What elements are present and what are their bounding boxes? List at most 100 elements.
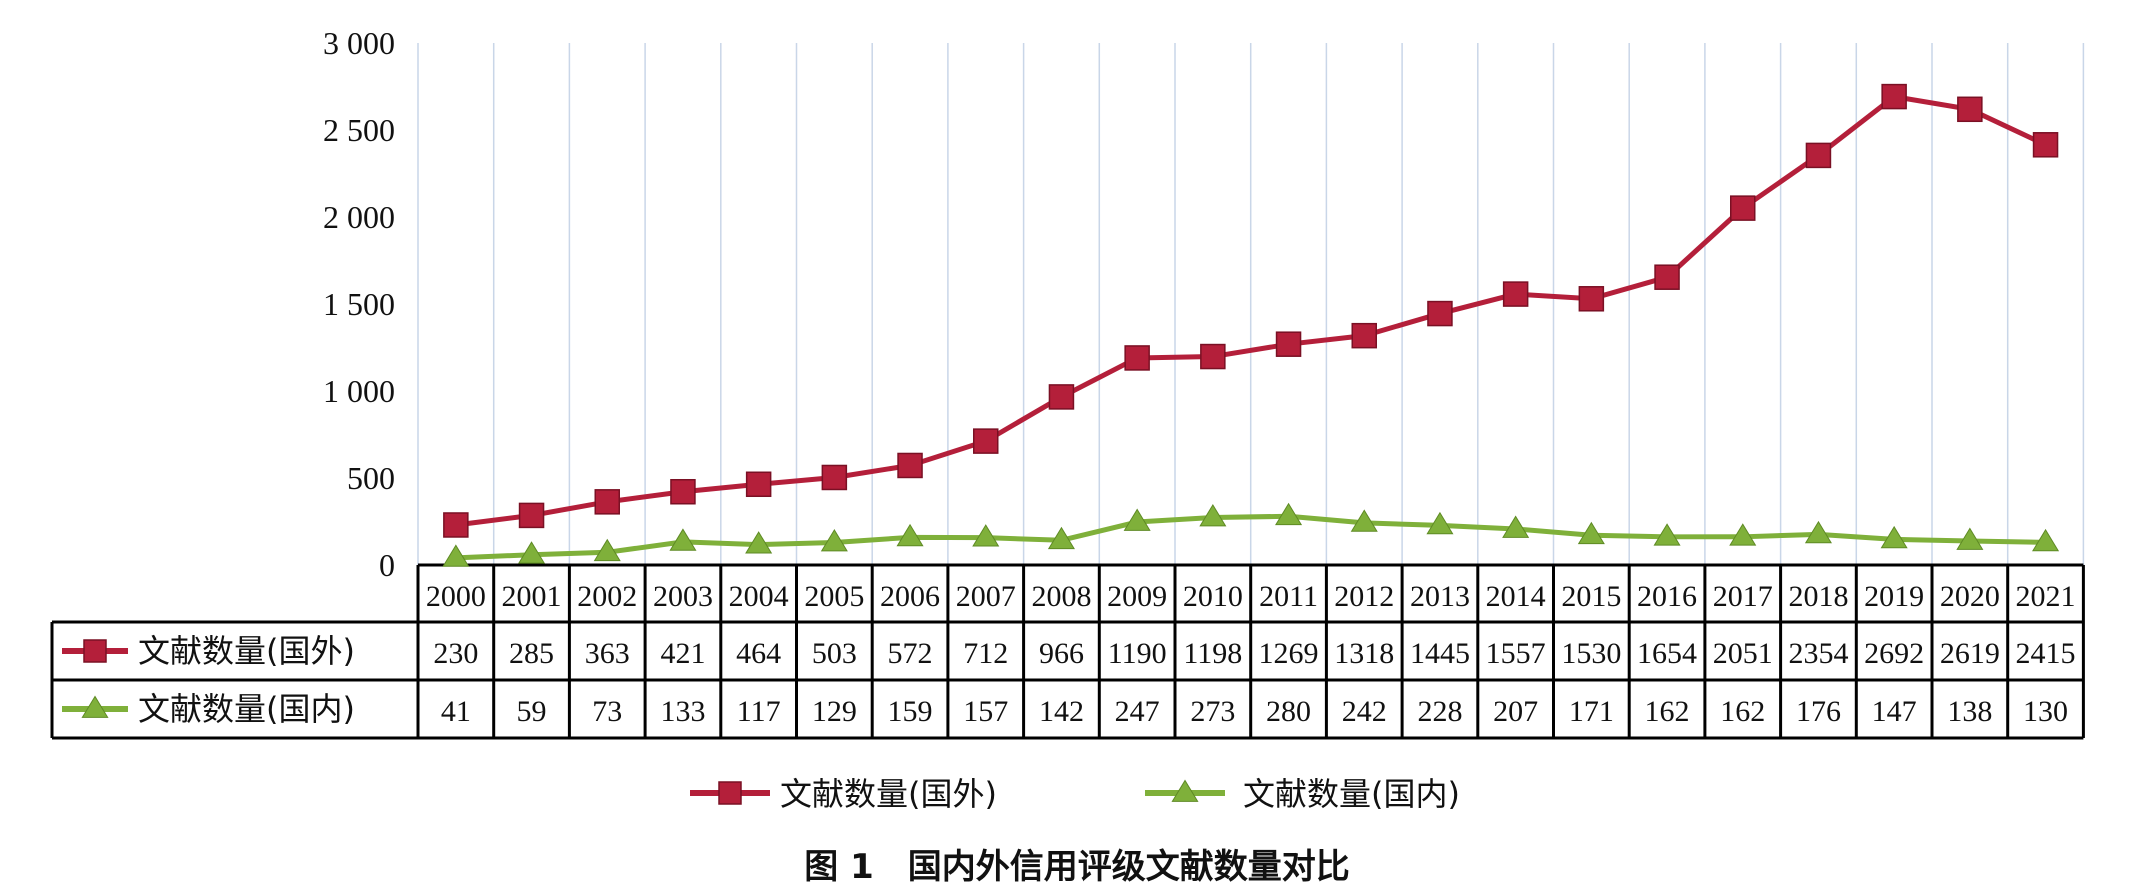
data-label: 2619 <box>1940 637 2000 670</box>
data-label: 464 <box>736 637 781 670</box>
data-point <box>670 478 696 505</box>
data-label: 138 <box>1947 695 1992 728</box>
category-label: 2004 <box>729 580 789 613</box>
data-label: 285 <box>509 637 554 670</box>
data-label: 1269 <box>1259 637 1319 670</box>
data-label: 207 <box>1493 695 1538 728</box>
category-label: 2020 <box>1940 580 2000 613</box>
table-legend-marker <box>81 695 109 718</box>
y-tick-label: 500 <box>347 460 395 496</box>
figure-caption: 图 1 国内外信用评级文献数量对比 <box>804 847 1350 887</box>
y-tick-label: 2 000 <box>323 199 395 235</box>
data-point <box>2032 132 2059 158</box>
data-point <box>1426 511 1454 535</box>
data-label: 503 <box>812 637 857 670</box>
y-tick-label: 1 000 <box>323 373 395 409</box>
category-label: 2007 <box>956 580 1016 613</box>
data-point <box>821 464 848 491</box>
data-point <box>1654 264 1680 290</box>
data-label: 176 <box>1796 695 1841 728</box>
data-label: 1318 <box>1334 637 1394 670</box>
category-label: 2011 <box>1259 580 1318 613</box>
y-tick-label: 2 500 <box>323 112 395 148</box>
table-legend-marker <box>83 639 107 663</box>
data-label: 273 <box>1190 695 1235 728</box>
data-label: 2415 <box>2016 637 2076 670</box>
category-label: 2016 <box>1637 580 1697 613</box>
category-label: 2010 <box>1183 580 1243 613</box>
data-point <box>1653 523 1681 546</box>
data-point <box>1881 83 1907 110</box>
data-label: 247 <box>1115 695 1160 728</box>
data-label: 171 <box>1569 695 1614 728</box>
table-series-label: 文献数量(国外) <box>138 632 355 670</box>
data-label: 41 <box>441 695 471 728</box>
data-point <box>1199 503 1227 527</box>
y-tick-label: 1 500 <box>323 286 395 322</box>
data-point <box>593 538 621 562</box>
data-label: 1530 <box>1561 637 1621 670</box>
data-label: 280 <box>1266 695 1311 728</box>
data-point <box>669 528 697 551</box>
y-tick-label: 0 <box>379 547 395 583</box>
data-point <box>1577 521 1605 545</box>
series-line <box>455 93 2047 528</box>
data-point <box>1275 502 1303 526</box>
data-label: 2051 <box>1713 637 1773 670</box>
data-point <box>1805 142 1832 169</box>
data-label: 421 <box>660 637 705 670</box>
data-point <box>518 541 546 564</box>
data-label: 142 <box>1039 695 1084 728</box>
data-point <box>1730 195 1756 221</box>
data-point <box>972 524 1000 547</box>
y-tick-label: 3 000 <box>323 25 395 61</box>
category-label: 2003 <box>653 580 713 613</box>
data-point <box>2032 528 2060 552</box>
data-label: 147 <box>1872 695 1917 728</box>
data-label: 59 <box>517 695 547 728</box>
data-label: 966 <box>1039 637 1084 670</box>
data-label: 228 <box>1417 695 1462 728</box>
legend-label: 文献数量(国内) <box>1243 775 1460 813</box>
category-label: 2013 <box>1410 580 1470 613</box>
data-label: 162 <box>1645 695 1690 728</box>
data-label: 73 <box>592 695 622 728</box>
data-label: 2354 <box>1788 637 1848 670</box>
data-point <box>1502 515 1530 538</box>
data-point <box>518 502 545 529</box>
data-point <box>1804 520 1832 544</box>
data-label: 242 <box>1342 695 1387 728</box>
data-label: 133 <box>660 695 705 728</box>
data-point <box>820 529 848 552</box>
data-point <box>1957 96 1983 123</box>
table-series-label: 文献数量(国内) <box>138 690 355 728</box>
data-label: 2692 <box>1864 637 1924 670</box>
category-label: 2000 <box>426 580 486 613</box>
category-label: 2001 <box>502 580 562 613</box>
data-point <box>745 471 772 498</box>
category-label: 2018 <box>1788 580 1848 613</box>
data-label: 129 <box>812 695 857 728</box>
data-point <box>1502 281 1529 307</box>
legend-marker <box>718 781 742 805</box>
data-label: 130 <box>2023 695 2068 728</box>
data-label: 712 <box>963 637 1008 670</box>
data-label: 363 <box>585 637 630 670</box>
data-point <box>1729 523 1757 546</box>
data-point <box>896 523 924 547</box>
data-point <box>1427 300 1453 327</box>
category-label: 2017 <box>1713 580 1773 613</box>
category-label: 2021 <box>2016 580 2076 613</box>
category-label: 2019 <box>1864 580 1924 613</box>
data-label: 1557 <box>1486 637 1546 670</box>
category-label: 2008 <box>1031 580 1091 613</box>
category-label: 2009 <box>1107 580 1167 613</box>
category-label: 2002 <box>577 580 637 613</box>
data-label: 157 <box>963 695 1008 728</box>
series-line <box>455 513 2046 561</box>
data-point <box>973 428 999 454</box>
data-label: 1654 <box>1637 637 1697 670</box>
legend-marker <box>1171 779 1199 802</box>
category-label: 2012 <box>1334 580 1394 613</box>
